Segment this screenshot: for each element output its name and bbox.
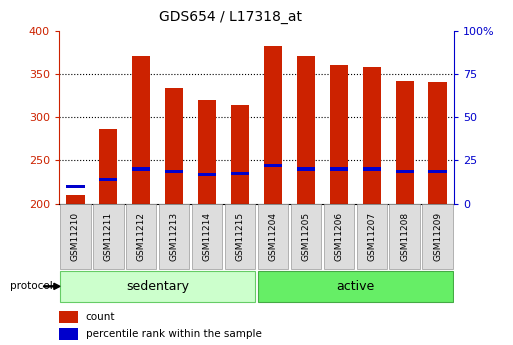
- FancyBboxPatch shape: [258, 271, 452, 302]
- FancyBboxPatch shape: [61, 271, 255, 302]
- FancyBboxPatch shape: [159, 204, 189, 269]
- Bar: [428, 170, 447, 173]
- Bar: [297, 56, 315, 204]
- Bar: [165, 170, 183, 173]
- FancyBboxPatch shape: [61, 204, 91, 269]
- Text: active: active: [336, 280, 374, 293]
- Bar: [66, 185, 85, 188]
- Bar: [100, 178, 117, 181]
- Bar: [198, 172, 216, 176]
- Bar: [59, 310, 78, 323]
- Text: GDS654 / L17318_at: GDS654 / L17318_at: [160, 10, 302, 24]
- Bar: [59, 328, 78, 340]
- Text: GSM11207: GSM11207: [367, 212, 376, 261]
- Bar: [297, 167, 315, 171]
- Bar: [66, 195, 85, 204]
- Bar: [363, 67, 381, 204]
- Text: sedentary: sedentary: [126, 280, 189, 293]
- Bar: [132, 167, 150, 171]
- Bar: [363, 167, 381, 171]
- Bar: [396, 170, 413, 173]
- FancyBboxPatch shape: [192, 204, 222, 269]
- Text: GSM11209: GSM11209: [433, 212, 442, 261]
- Text: GSM11204: GSM11204: [268, 212, 278, 261]
- Text: percentile rank within the sample: percentile rank within the sample: [86, 329, 262, 339]
- FancyBboxPatch shape: [422, 204, 452, 269]
- Bar: [198, 100, 216, 204]
- FancyBboxPatch shape: [357, 204, 387, 269]
- FancyBboxPatch shape: [324, 204, 354, 269]
- Bar: [231, 172, 249, 175]
- Text: protocol: protocol: [10, 282, 53, 291]
- Text: GSM11211: GSM11211: [104, 212, 113, 261]
- Bar: [231, 105, 249, 204]
- Bar: [330, 167, 348, 171]
- Bar: [330, 65, 348, 204]
- Bar: [428, 82, 447, 204]
- Bar: [264, 46, 282, 204]
- Text: GSM11212: GSM11212: [137, 212, 146, 261]
- Text: GSM11215: GSM11215: [235, 212, 245, 261]
- Bar: [165, 88, 183, 204]
- FancyBboxPatch shape: [389, 204, 420, 269]
- Bar: [264, 164, 282, 167]
- FancyBboxPatch shape: [225, 204, 255, 269]
- FancyBboxPatch shape: [258, 204, 288, 269]
- Text: GSM11208: GSM11208: [400, 212, 409, 261]
- Text: GSM11205: GSM11205: [301, 212, 310, 261]
- FancyBboxPatch shape: [291, 204, 321, 269]
- Text: count: count: [86, 312, 115, 322]
- Bar: [132, 56, 150, 204]
- FancyBboxPatch shape: [126, 204, 156, 269]
- Text: GSM11206: GSM11206: [334, 212, 343, 261]
- Text: GSM11213: GSM11213: [170, 212, 179, 261]
- Text: GSM11214: GSM11214: [203, 212, 212, 261]
- Bar: [100, 129, 117, 204]
- FancyBboxPatch shape: [93, 204, 124, 269]
- Text: GSM11210: GSM11210: [71, 212, 80, 261]
- Bar: [396, 81, 413, 204]
